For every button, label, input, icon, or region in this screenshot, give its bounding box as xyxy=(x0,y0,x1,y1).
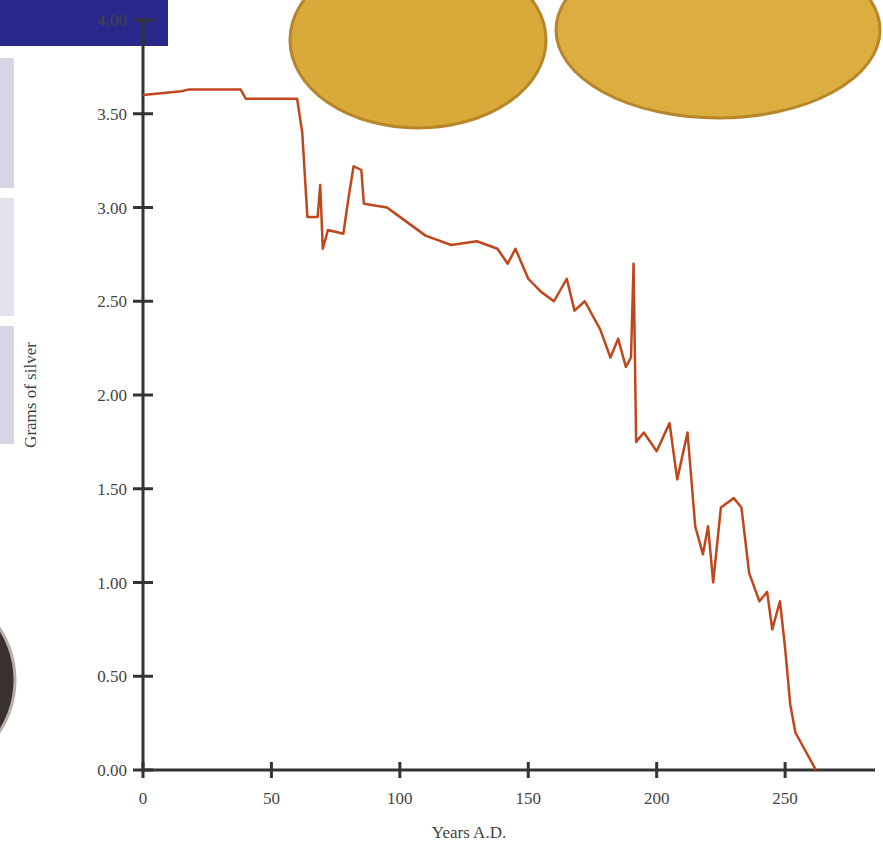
slide-box xyxy=(0,326,14,444)
x-tick xyxy=(784,762,787,778)
y-tick-label: 0.50 xyxy=(97,667,127,686)
y-tick xyxy=(133,19,153,22)
x-tick-label: 250 xyxy=(772,789,798,808)
x-tick-label: 150 xyxy=(516,789,542,808)
y-tick-label: 2.50 xyxy=(97,292,127,311)
chart: 0.00 0.50 1.00 1.50 2.00 2.50 3.00 3.50 4.00 0 50 1… xyxy=(0,0,883,849)
y-tick xyxy=(133,581,153,584)
x-tick xyxy=(142,762,145,778)
slide-box xyxy=(0,198,14,316)
coin xyxy=(290,0,546,128)
y-tick xyxy=(133,487,153,490)
y-tick xyxy=(133,206,153,209)
y-tick xyxy=(133,394,153,397)
x-axis xyxy=(143,769,875,772)
slide-box xyxy=(0,58,14,188)
coin-edge xyxy=(0,590,15,770)
x-tick xyxy=(655,762,658,778)
coin xyxy=(556,0,880,118)
y-tick-label: 2.00 xyxy=(97,386,127,405)
silver-line xyxy=(143,89,816,770)
y-tick-label: 0.00 xyxy=(97,761,127,780)
y-tick xyxy=(133,675,153,678)
x-tick-label: 200 xyxy=(644,789,670,808)
x-tick-label: 0 xyxy=(139,789,148,808)
y-tick xyxy=(133,112,153,115)
x-tick xyxy=(527,762,530,778)
x-axis-title: Years A.D. xyxy=(432,823,506,842)
x-tick xyxy=(398,762,401,778)
y-tick-label: 1.00 xyxy=(97,574,127,593)
y-tick-label: 4.00 xyxy=(97,11,127,30)
y-tick-label: 3.50 xyxy=(97,105,127,124)
plot-area xyxy=(143,89,816,770)
x-tick xyxy=(270,762,273,778)
y-tick-label: 3.00 xyxy=(97,199,127,218)
y-axis-title: Grams of silver xyxy=(21,342,40,448)
x-tick-label: 50 xyxy=(263,789,280,808)
x-tick-label: 100 xyxy=(387,789,413,808)
y-tick-label: 1.50 xyxy=(97,480,127,499)
y-tick xyxy=(133,300,153,303)
